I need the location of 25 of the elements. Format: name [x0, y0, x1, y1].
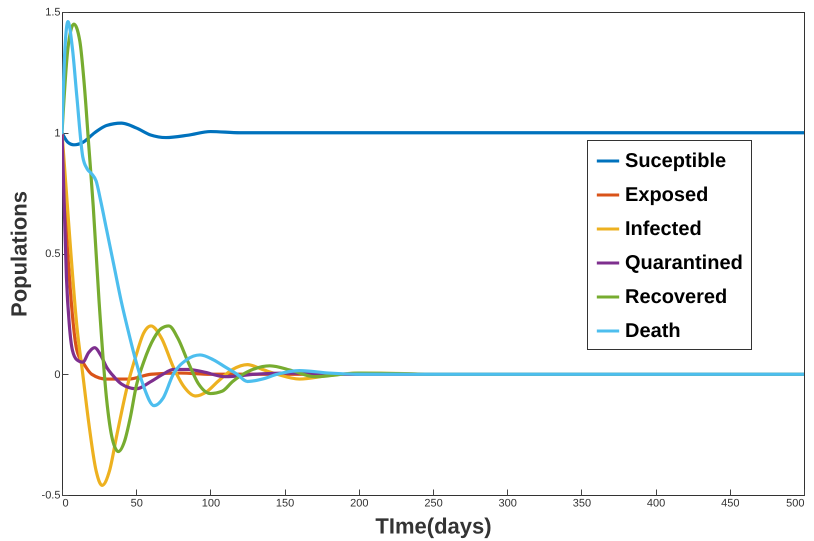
x-tick-label: 250 — [424, 498, 443, 510]
x-axis-title: TIme(days) — [375, 514, 492, 538]
legend-label: Death — [625, 320, 681, 342]
x-tick-label: 350 — [572, 498, 592, 510]
y-tick-label: 0 — [54, 368, 60, 381]
x-tick-label: 50 — [130, 498, 143, 510]
x-tick-label: 100 — [202, 498, 220, 510]
legend-label: Exposed — [625, 184, 708, 206]
y-tick-label: 1.5 — [45, 6, 60, 18]
x-tick-label: 300 — [498, 498, 517, 510]
x-tick-label: 150 — [276, 498, 294, 510]
line-series — [62, 121, 804, 146]
y-tick-label: -0.5 — [42, 490, 60, 502]
legend-label: Suceptible — [625, 150, 726, 172]
x-tick-label: 400 — [646, 498, 666, 510]
x-tick-label: 0 — [62, 498, 69, 510]
y-axis-title: Populations — [6, 191, 32, 317]
y-tick-label: 1 — [54, 127, 60, 140]
x-tick-label: 200 — [350, 498, 368, 510]
legend-label: Recovered — [625, 286, 728, 308]
legend-label: Infected — [625, 218, 702, 240]
x-tick-label: 500 — [786, 498, 804, 510]
x-tick-label: 450 — [721, 498, 740, 510]
legend-label: Quarantined — [625, 252, 743, 274]
y-tick-label: 0.5 — [45, 248, 60, 260]
